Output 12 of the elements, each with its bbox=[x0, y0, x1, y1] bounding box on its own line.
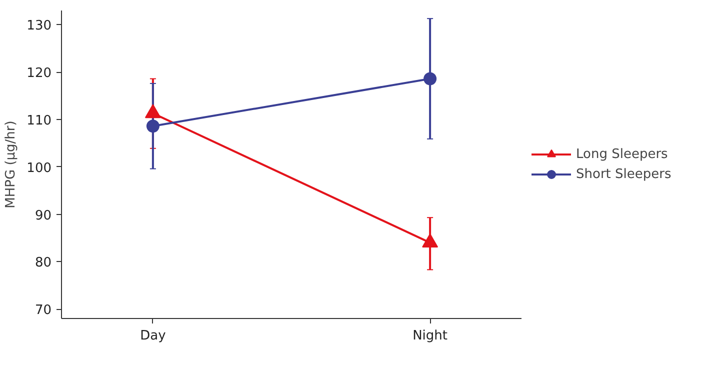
x-tick-label: Day bbox=[140, 328, 166, 344]
y-tick-label: 130 bbox=[26, 18, 52, 34]
y-tick-label: 110 bbox=[26, 113, 52, 128]
y-tick-label: 120 bbox=[26, 66, 52, 82]
legend-label: Short Sleepers bbox=[576, 166, 672, 182]
y-tick-label: 70 bbox=[34, 303, 52, 318]
legend-label: Long Sleepers bbox=[576, 146, 668, 162]
y-tick-label: 80 bbox=[34, 256, 52, 271]
y-axis-title: MHPG (µg/hr) bbox=[4, 120, 19, 208]
y-tick-label: 90 bbox=[34, 208, 52, 224]
y-tick-label: 100 bbox=[26, 160, 52, 176]
x-tick-label: Night bbox=[412, 328, 448, 344]
